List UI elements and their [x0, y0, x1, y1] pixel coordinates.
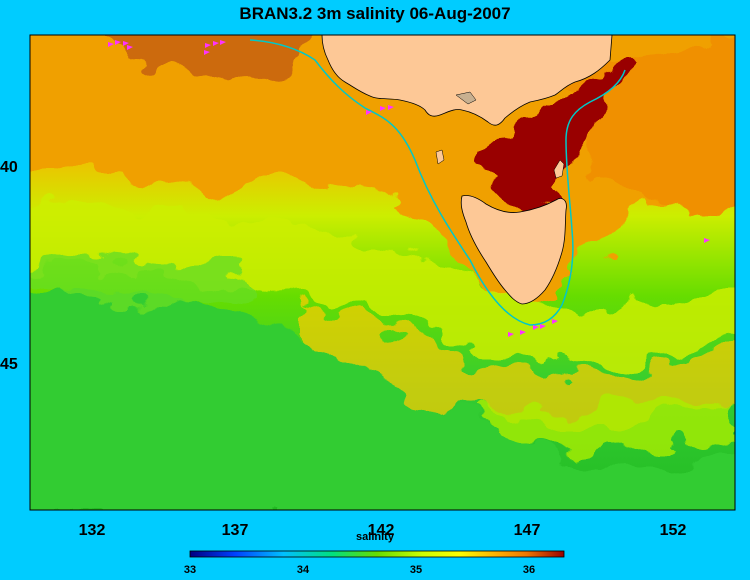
float-markers: [108, 40, 710, 337]
x-tick-label: 137: [221, 522, 249, 539]
salinity-field: [30, 35, 735, 510]
x-tick-label: 147: [513, 522, 541, 539]
y-tick-label: 45: [0, 356, 18, 373]
coastline-contour: [249, 39, 626, 326]
colorbar-tick: 35: [409, 564, 423, 576]
map-title: BRAN3.2 3m salinity 06-Aug-2007: [239, 4, 511, 23]
land-tasmania: [460, 159, 567, 305]
colorbar-ramp: [189, 550, 565, 558]
colorbar-label: salinity: [356, 531, 394, 543]
x-tick-label: 132: [78, 522, 106, 539]
colorbar-tick: 34: [296, 564, 310, 576]
x-tick-label: 152: [659, 522, 687, 539]
x-tick-label: 142: [367, 522, 395, 539]
plot-frame: [29, 34, 736, 511]
land-mainland: [321, 34, 613, 165]
colorbar-tick: 33: [183, 564, 197, 576]
colorbar-tick: 36: [522, 564, 536, 576]
y-tick-label: 40: [0, 159, 18, 176]
